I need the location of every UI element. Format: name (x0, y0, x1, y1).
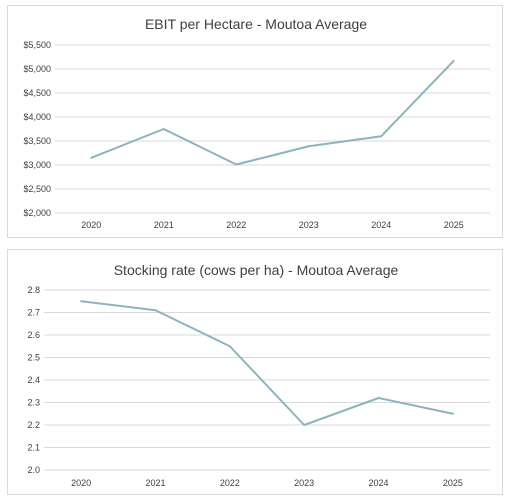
chart-title: EBIT per Hectare - Moutoa Average (145, 16, 367, 32)
x-tick-label: 2021 (154, 220, 174, 230)
y-tick-label: 2.7 (27, 308, 40, 318)
y-tick-label: $5,500 (23, 40, 51, 50)
y-tick-label: $2,000 (23, 208, 51, 218)
series-line (80, 300, 454, 426)
x-tick-label: 2020 (71, 478, 91, 488)
x-tick-label: 2022 (226, 220, 246, 230)
y-tick-label: $5,000 (23, 64, 51, 74)
x-tick-label: 2022 (220, 478, 240, 488)
y-tick-label: $4,500 (23, 88, 51, 98)
x-tick-label: 2021 (145, 478, 165, 488)
y-tick-label: 2.5 (27, 353, 40, 363)
y-tick-label: 2.8 (27, 285, 40, 295)
y-tick-label: 2.2 (27, 420, 40, 430)
series-line (90, 59, 455, 166)
chart-title: Stocking rate (cows per ha) - Moutoa Ave… (114, 262, 399, 278)
y-tick-label: 2.0 (27, 465, 40, 475)
y-tick-label: 2.4 (27, 375, 40, 385)
x-tick-label: 2025 (444, 220, 464, 230)
y-tick-label: 2.6 (27, 330, 40, 340)
x-tick-label: 2020 (81, 220, 101, 230)
ebit-chart: EBIT per Hectare - Moutoa Average $2,000… (23, 16, 490, 230)
y-tick-label: 2.1 (27, 443, 40, 453)
stocking-rate-chart: Stocking rate (cows per ha) - Moutoa Ave… (27, 262, 490, 488)
y-tick-label: 2.3 (27, 398, 40, 408)
x-tick-label: 2025 (443, 478, 463, 488)
x-tick-label: 2024 (371, 220, 391, 230)
y-tick-label: $2,500 (23, 184, 51, 194)
x-tick-label: 2023 (299, 220, 319, 230)
x-tick-label: 2024 (368, 478, 388, 488)
x-tick-label: 2023 (294, 478, 314, 488)
y-tick-label: $4,000 (23, 112, 51, 122)
stocking-rate-chart-panel: Stocking rate (cows per ha) - Moutoa Ave… (7, 249, 503, 495)
y-tick-label: $3,000 (23, 160, 51, 170)
ebit-chart-panel: EBIT per Hectare - Moutoa Average $2,000… (7, 5, 503, 238)
y-tick-label: $3,500 (23, 136, 51, 146)
